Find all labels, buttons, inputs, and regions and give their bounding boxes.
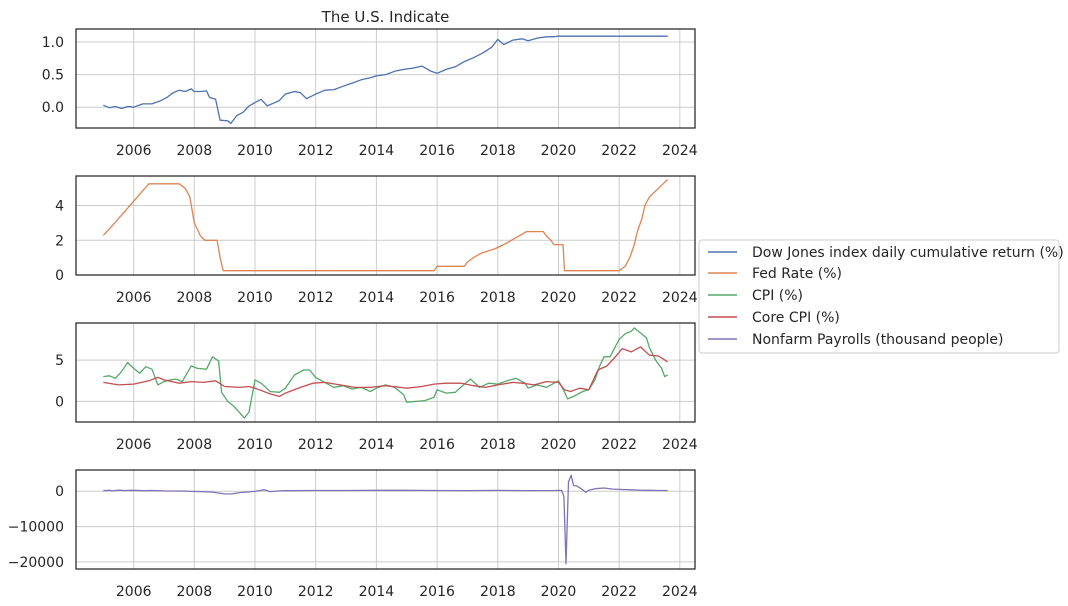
legend-box <box>698 239 1060 354</box>
x-tick-label: 2010 <box>237 584 273 600</box>
series-line-nfp <box>103 474 668 565</box>
x-tick-label: 2024 <box>662 437 698 453</box>
x-tick-label: 2016 <box>419 437 455 453</box>
x-tick-label: 2006 <box>116 584 152 600</box>
x-tick-label: 2022 <box>601 290 637 306</box>
x-tick-label: 2008 <box>176 584 212 600</box>
x-tick-label: 2020 <box>541 143 577 159</box>
axes-frame <box>75 28 696 129</box>
x-tick-label: 2020 <box>541 584 577 600</box>
nonfarm-payrolls-panel: 2006 2008 2010 2012 2014 2016 2018 2020 2022 2024… <box>8 469 698 600</box>
y-tick-label: −10000 <box>8 520 64 536</box>
axes-frame <box>75 322 696 423</box>
x-tick-label: 2010 <box>237 437 273 453</box>
series-line-fed <box>102 179 669 272</box>
x-tick-label: 2006 <box>116 290 152 306</box>
x-tick-label: 2024 <box>662 290 698 306</box>
legend-label-fed: Fed Rate (%) <box>752 266 842 282</box>
x-tick-label: 2012 <box>298 143 334 159</box>
x-tick-label: 2018 <box>480 584 516 600</box>
x-tick-label: 2014 <box>359 437 395 453</box>
plot-area <box>76 323 695 422</box>
x-tick-label: 2018 <box>480 143 516 159</box>
x-tick-label: 2012 <box>298 437 334 453</box>
x-tick-label: 2016 <box>419 290 455 306</box>
x-tick-label: 2022 <box>601 143 637 159</box>
legend-label-dow: Dow Jones index daily cumulative return … <box>752 245 1064 261</box>
y-tick-label: −20000 <box>8 555 64 571</box>
y-tick-label: 1.0 <box>42 35 64 51</box>
axes-frame <box>75 175 696 276</box>
x-tick-label: 2018 <box>480 290 516 306</box>
plot-area <box>76 176 695 275</box>
y-tick-label: 0 <box>55 484 64 500</box>
x-tick-label: 2022 <box>601 437 637 453</box>
x-tick-label: 2024 <box>662 584 698 600</box>
x-tick-label: 2018 <box>480 437 516 453</box>
series-line-dow <box>103 35 668 125</box>
x-tick-label: 2008 <box>176 437 212 453</box>
legend: Dow Jones index daily cumulative return … <box>698 239 1064 354</box>
fed-rate-panel: 2006 2008 2010 2012 2014 2016 2018 2020 2022 2024… <box>55 175 698 306</box>
x-tick-label: 2010 <box>237 143 273 159</box>
x-tick-label: 2006 <box>116 143 152 159</box>
x-tick-label: 2012 <box>298 584 334 600</box>
x-tick-label: 2020 <box>541 290 577 306</box>
chart-title: The U.S. Indicate <box>321 8 450 26</box>
y-tick-label: 4 <box>55 199 64 215</box>
cpi-panel: 2006 2008 2010 2012 2014 2016 2018 2020 2022 2024… <box>55 322 698 453</box>
plot-area <box>76 470 695 569</box>
y-tick-label: 0 <box>55 268 64 284</box>
x-tick-label: 2024 <box>662 143 698 159</box>
legend-label-core-cpi: Core CPI (%) <box>752 310 840 326</box>
x-tick-label: 2012 <box>298 290 334 306</box>
x-tick-label: 2008 <box>176 290 212 306</box>
x-tick-label: 2016 <box>419 584 455 600</box>
y-tick-label: 0.0 <box>42 100 64 116</box>
x-tick-label: 2014 <box>359 290 395 306</box>
x-tick-label: 2020 <box>541 437 577 453</box>
legend-label-nfp: Nonfarm Payrolls (thousand people) <box>752 332 1004 348</box>
x-tick-label: 2016 <box>419 143 455 159</box>
y-tick-label: 2 <box>55 233 64 249</box>
x-tick-label: 2010 <box>237 290 273 306</box>
x-tick-label: 2014 <box>359 584 395 600</box>
axes-frame <box>75 469 696 570</box>
series-line-cpi <box>103 327 669 419</box>
x-tick-label: 2022 <box>601 584 637 600</box>
y-tick-label: 0.5 <box>42 68 64 84</box>
x-tick-label: 2006 <box>116 437 152 453</box>
plot-area <box>76 29 695 128</box>
x-tick-label: 2008 <box>176 143 212 159</box>
y-tick-label: 0 <box>55 394 64 410</box>
y-tick-label: 5 <box>55 353 64 369</box>
dow-jones-panel: 2006 2008 2010 2012 2014 2016 2018 2020 2022 2024… <box>42 28 698 159</box>
x-tick-label: 2014 <box>359 143 395 159</box>
legend-label-cpi: CPI (%) <box>752 288 803 304</box>
series-line-cpi-1 <box>103 346 669 398</box>
